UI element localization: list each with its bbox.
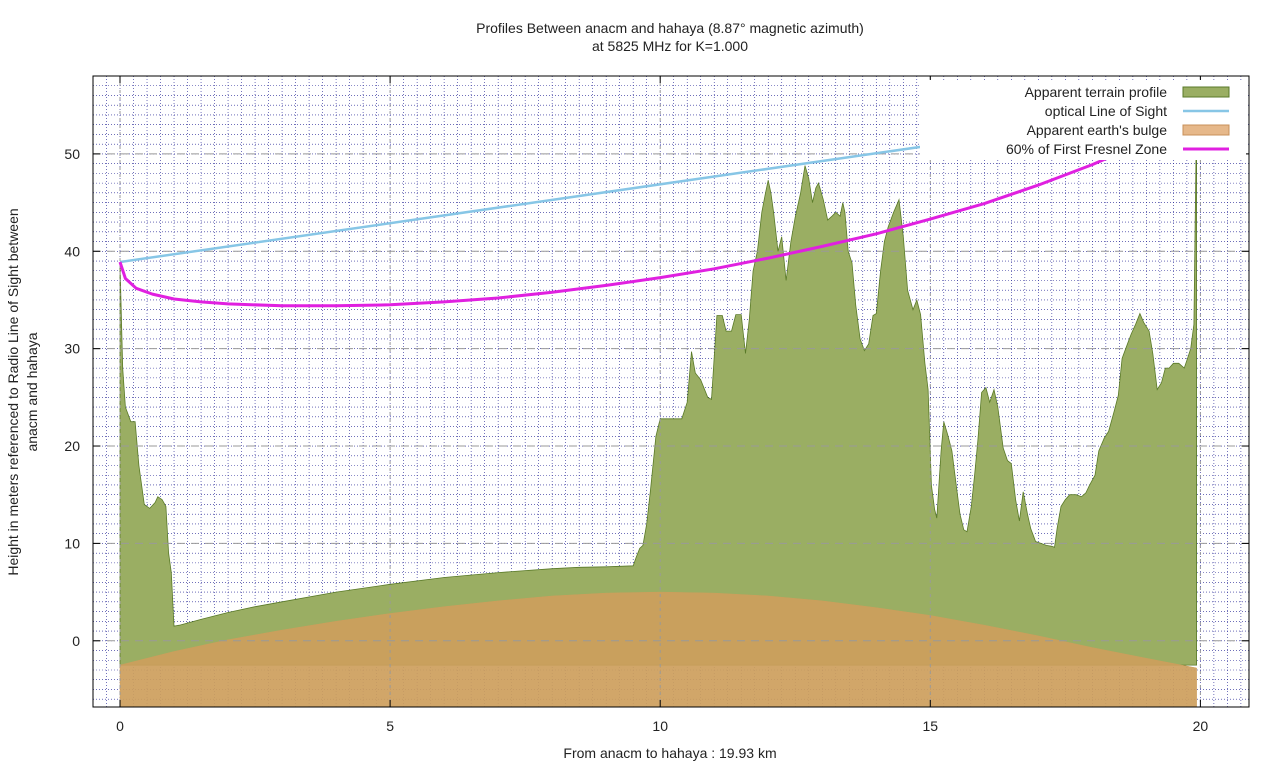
x-tick-label: 15 [923, 718, 939, 734]
terrain-area [119, 107, 1197, 666]
major-grid [93, 76, 1249, 707]
y-tick-label: 10 [64, 535, 80, 551]
x-tick-label: 10 [652, 718, 668, 734]
x-tick-label: 20 [1193, 718, 1209, 734]
legend-swatch [1182, 86, 1230, 98]
y-tick-label: 20 [64, 438, 80, 454]
legend-label: Apparent terrain profile [1025, 84, 1168, 100]
y-axis-label-line2: anacm and hahaya [24, 332, 40, 451]
x-tick-label: 5 [386, 718, 394, 734]
y-axis-label-line1: Height in meters referenced to Radio Lin… [5, 208, 21, 575]
plot-frame [92, 75, 1250, 708]
y-tick-label: 30 [64, 341, 80, 357]
legend-label: Apparent earth's bulge [1027, 122, 1168, 138]
y-tick-label: 0 [72, 633, 80, 649]
y-tick-label: 50 [64, 146, 80, 162]
chart-title: Profiles Between anacm and hahaya (8.87°… [476, 20, 864, 36]
legend: Apparent terrain profile optical Line of … [920, 80, 1246, 160]
plot-area [92, 75, 1249, 708]
x-axis: 0 5 10 15 20 [116, 76, 1208, 734]
x-tick-label: 0 [116, 718, 124, 734]
x-axis-label: From anacm to hahaya : 19.93 km [563, 745, 776, 761]
y-tick-label: 40 [64, 243, 80, 259]
legend-swatch [1182, 124, 1230, 136]
y-axis: 0 10 20 30 40 50 [64, 146, 1249, 649]
earth-bulge-area [119, 591, 1197, 708]
legend-label: optical Line of Sight [1045, 103, 1167, 119]
legend-label: 60% of First Fresnel Zone [1006, 141, 1167, 157]
chart-subtitle: at 5825 MHz for K=1.000 [592, 38, 748, 54]
